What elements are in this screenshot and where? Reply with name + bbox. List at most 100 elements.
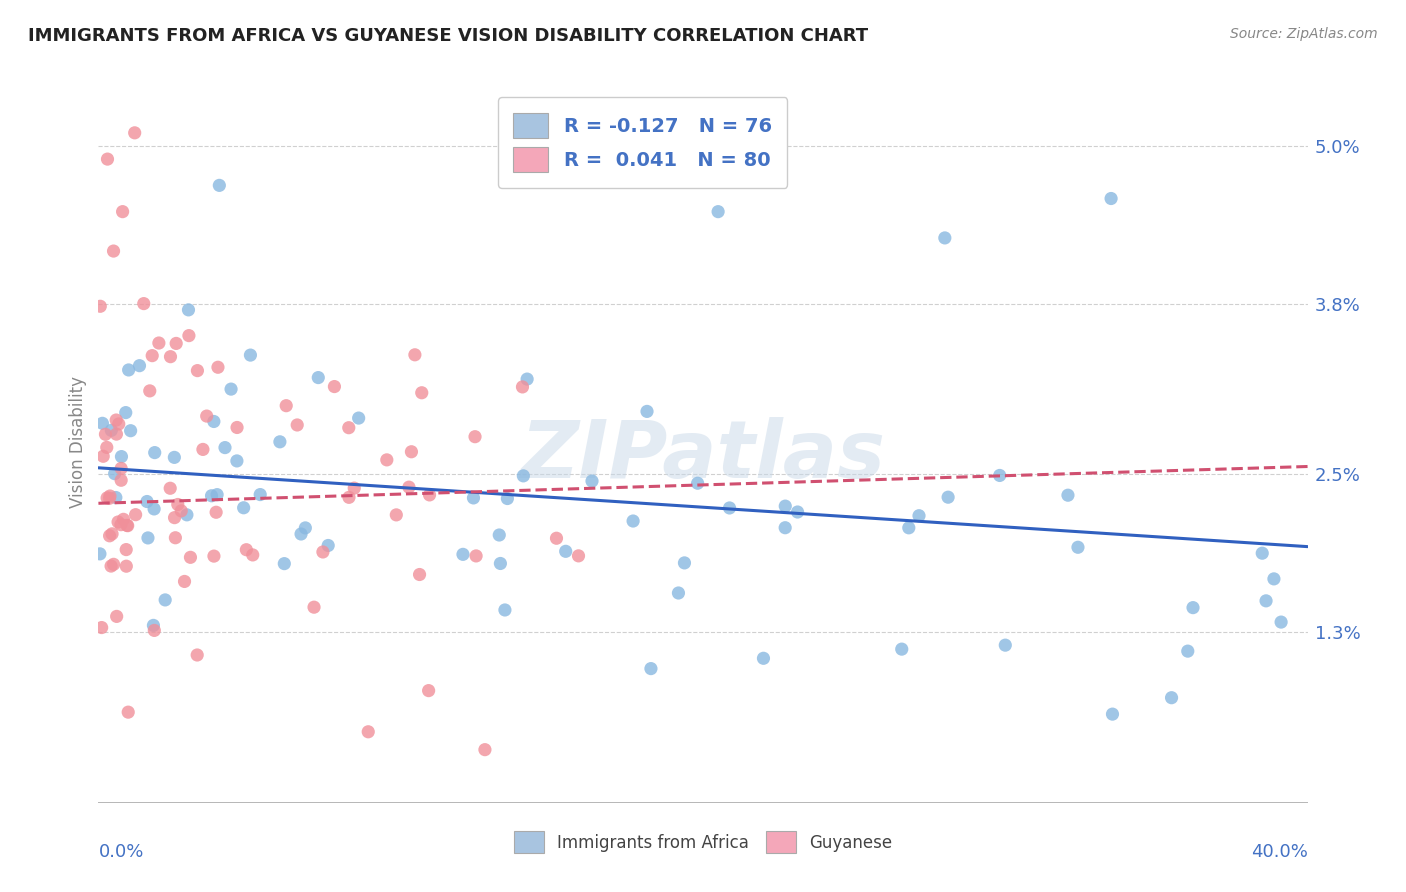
Point bbox=[285, 417, 308, 432]
Text: 40.0%: 40.0% bbox=[1251, 843, 1308, 861]
Point bbox=[307, 370, 329, 384]
Point bbox=[186, 363, 208, 377]
Point bbox=[1057, 488, 1080, 502]
Point bbox=[148, 336, 170, 351]
Point bbox=[110, 473, 132, 487]
Point bbox=[401, 444, 423, 458]
Point bbox=[166, 498, 188, 512]
Point bbox=[124, 508, 146, 522]
Point bbox=[451, 547, 474, 561]
Point bbox=[91, 450, 114, 464]
Point bbox=[143, 624, 166, 638]
Point bbox=[1101, 707, 1123, 722]
Point bbox=[707, 204, 730, 219]
Point bbox=[276, 399, 298, 413]
Point bbox=[114, 406, 136, 420]
Point bbox=[98, 491, 121, 506]
Point bbox=[103, 558, 125, 572]
Point bbox=[463, 491, 485, 505]
Point bbox=[474, 742, 496, 756]
Point bbox=[176, 508, 198, 522]
Point bbox=[988, 468, 1011, 483]
Point bbox=[177, 328, 200, 343]
Point bbox=[94, 427, 117, 442]
Point bbox=[191, 442, 214, 457]
Point bbox=[239, 348, 262, 362]
Point bbox=[128, 359, 150, 373]
Point bbox=[686, 476, 709, 491]
Point bbox=[775, 499, 797, 513]
Point bbox=[1067, 541, 1090, 555]
Point bbox=[159, 350, 181, 364]
Point bbox=[115, 542, 138, 557]
Point bbox=[165, 531, 187, 545]
Point bbox=[117, 518, 139, 533]
Point bbox=[91, 417, 114, 431]
Point bbox=[1160, 690, 1182, 705]
Point bbox=[104, 491, 127, 505]
Point bbox=[516, 372, 538, 386]
Point bbox=[110, 450, 132, 464]
Point bbox=[357, 724, 380, 739]
Point bbox=[347, 411, 370, 425]
Point bbox=[101, 526, 124, 541]
Point bbox=[100, 559, 122, 574]
Point bbox=[232, 500, 254, 515]
Point bbox=[1182, 600, 1205, 615]
Point bbox=[464, 430, 486, 444]
Point bbox=[249, 487, 271, 501]
Point bbox=[408, 567, 430, 582]
Point bbox=[117, 363, 139, 377]
Point bbox=[1177, 644, 1199, 658]
Point bbox=[120, 424, 142, 438]
Point bbox=[200, 489, 222, 503]
Point bbox=[385, 508, 408, 522]
Point bbox=[269, 434, 291, 449]
Point bbox=[1263, 572, 1285, 586]
Point bbox=[273, 557, 295, 571]
Text: IMMIGRANTS FROM AFRICA VS GUYANESE VISION DISABILITY CORRELATION CHART: IMMIGRANTS FROM AFRICA VS GUYANESE VISIO… bbox=[28, 27, 869, 45]
Point bbox=[141, 349, 163, 363]
Point bbox=[111, 204, 134, 219]
Point bbox=[1270, 615, 1292, 629]
Point bbox=[89, 299, 111, 313]
Point bbox=[219, 382, 242, 396]
Point bbox=[718, 500, 741, 515]
Point bbox=[163, 450, 186, 465]
Point bbox=[934, 231, 956, 245]
Point bbox=[323, 379, 346, 393]
Point bbox=[343, 481, 366, 495]
Point bbox=[165, 336, 187, 351]
Point bbox=[136, 531, 159, 545]
Point bbox=[159, 481, 181, 495]
Point bbox=[117, 705, 139, 719]
Point bbox=[173, 574, 195, 589]
Point bbox=[375, 453, 398, 467]
Point bbox=[205, 488, 228, 502]
Point bbox=[226, 420, 249, 434]
Point bbox=[1099, 192, 1122, 206]
Point bbox=[105, 609, 128, 624]
Point bbox=[110, 517, 132, 532]
Point bbox=[96, 491, 118, 505]
Point bbox=[312, 545, 335, 559]
Point bbox=[302, 600, 325, 615]
Point bbox=[673, 556, 696, 570]
Point bbox=[489, 557, 512, 571]
Point bbox=[512, 380, 534, 394]
Point bbox=[290, 527, 312, 541]
Point bbox=[143, 445, 166, 459]
Point bbox=[411, 385, 433, 400]
Point bbox=[208, 178, 231, 193]
Point bbox=[100, 423, 122, 437]
Point bbox=[994, 638, 1017, 652]
Point bbox=[89, 547, 111, 561]
Point bbox=[890, 642, 912, 657]
Point bbox=[104, 467, 127, 481]
Point bbox=[316, 539, 339, 553]
Point bbox=[107, 417, 129, 431]
Point bbox=[110, 461, 132, 475]
Point bbox=[139, 384, 162, 398]
Point bbox=[512, 468, 534, 483]
Legend: Immigrants from Africa, Guyanese: Immigrants from Africa, Guyanese bbox=[508, 825, 898, 860]
